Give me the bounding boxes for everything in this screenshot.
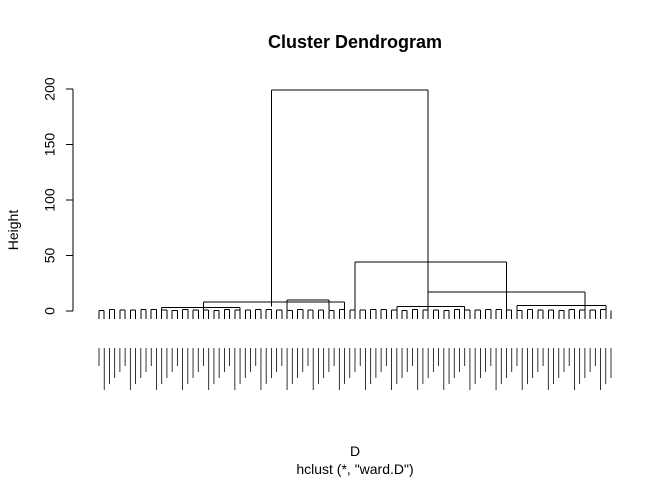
y-tick-label: 150 bbox=[42, 133, 58, 157]
y-tick-label: 50 bbox=[42, 248, 58, 264]
chart-subtitle: hclust (*, "ward.D") bbox=[296, 461, 413, 477]
y-tick-label: 200 bbox=[42, 77, 58, 101]
y-axis-label: Height bbox=[5, 210, 21, 251]
dendrogram-tree bbox=[98, 89, 612, 319]
leaf-labels bbox=[98, 348, 612, 390]
x-axis-label: D bbox=[350, 443, 360, 459]
y-tick-label: 0 bbox=[42, 307, 58, 315]
y-tick-label: 100 bbox=[42, 188, 58, 212]
y-axis: 0 50 100 150 200 bbox=[42, 77, 74, 315]
chart-title: Cluster Dendrogram bbox=[268, 32, 442, 52]
